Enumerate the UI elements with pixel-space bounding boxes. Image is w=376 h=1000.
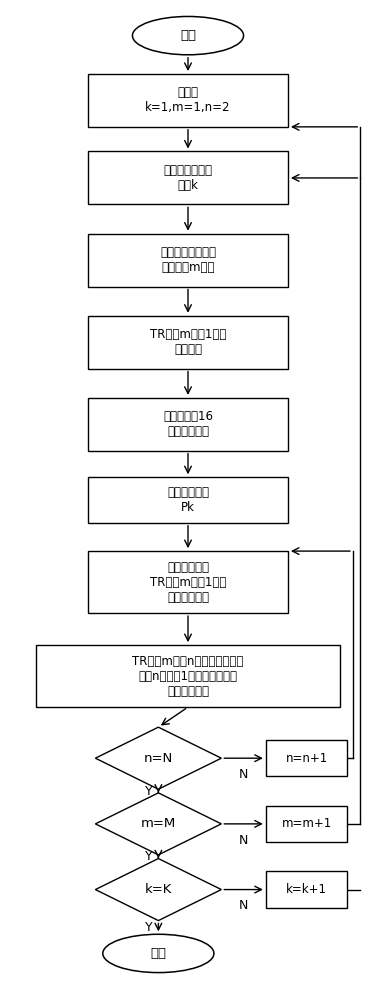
Bar <box>36 645 340 707</box>
Text: 单通道内取16
个点，求平均: 单通道内取16 个点，求平均 <box>163 410 213 438</box>
Text: 校准通道全部接收
采集通道m发射: 校准通道全部接收 采集通道m发射 <box>160 246 216 274</box>
Bar <box>88 151 288 204</box>
Bar <box>266 871 347 908</box>
Polygon shape <box>96 793 221 855</box>
Bar <box>88 74 288 127</box>
Bar <box>88 477 288 523</box>
Text: N: N <box>239 834 248 847</box>
Text: 结束: 结束 <box>150 947 166 960</box>
Text: N: N <box>239 768 248 781</box>
Text: k=K: k=K <box>145 883 172 896</box>
Polygon shape <box>96 727 221 789</box>
Text: Y: Y <box>145 921 153 934</box>
Ellipse shape <box>132 16 244 55</box>
Bar <box>88 398 288 451</box>
Text: m=m+1: m=m+1 <box>281 817 332 830</box>
Bar <box>88 234 288 287</box>
Bar <box>88 316 288 369</box>
Text: N: N <box>239 899 248 912</box>
Polygon shape <box>96 859 221 921</box>
Text: m=M: m=M <box>141 817 176 830</box>
Text: 发射校准信号
TR组件m通道1校准
存储校准系数: 发射校准信号 TR组件m通道1校准 存储校准系数 <box>150 561 226 604</box>
Bar <box>266 806 347 842</box>
Text: k=k+1: k=k+1 <box>286 883 327 896</box>
Bar <box>266 740 347 776</box>
Text: TR组件m通道1接收
其余关断: TR组件m通道1接收 其余关断 <box>150 328 226 356</box>
Ellipse shape <box>103 934 214 973</box>
Text: 初始化
k=1,m=1,n=2: 初始化 k=1,m=1,n=2 <box>145 86 231 114</box>
Text: TR组件m通道n接收，其余关断
通道n以通道1为基准进行校准
存储校准系数: TR组件m通道n接收，其余关断 通道n以通道1为基准进行校准 存储校准系数 <box>132 655 244 698</box>
Text: Y: Y <box>145 785 153 798</box>
Text: Y: Y <box>145 850 153 863</box>
Text: 跳频本振设置为
频点k: 跳频本振设置为 频点k <box>164 164 212 192</box>
Text: n=n+1: n=n+1 <box>285 752 327 765</box>
Text: 开始: 开始 <box>180 29 196 42</box>
Bar <box>88 551 288 613</box>
Text: 求得校准系数
Pk: 求得校准系数 Pk <box>167 486 209 514</box>
Text: n=N: n=N <box>144 752 173 765</box>
